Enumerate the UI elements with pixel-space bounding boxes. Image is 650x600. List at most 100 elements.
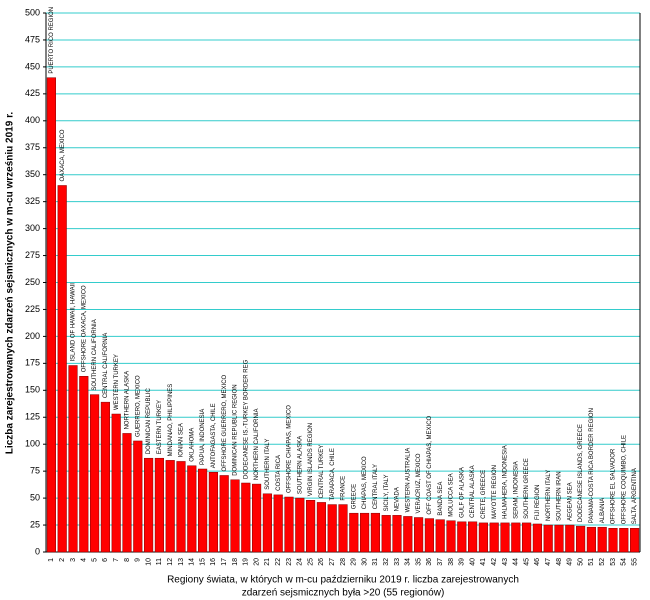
region-label: BANDA SEA [438,482,444,516]
bar [284,496,294,553]
region-label: ALBANIA [600,498,606,523]
region-label: VERACRUZ, MEXICO [416,453,422,513]
bar [360,512,370,553]
region-label: IONIAN SEA [179,423,185,457]
bar [370,512,380,553]
region-label: AEGEAN SEA [567,482,573,521]
x-tick-label: 55 [631,558,638,566]
y-tick-label: 225 [25,304,40,314]
y-tick-label: 325 [25,196,40,206]
x-tick-label: 19 [243,558,250,566]
x-tick-label: 35 [415,558,422,566]
x-tick-label: 48 [556,558,563,566]
region-label: OFFSHORE GUERRERO, MEXICO [222,374,228,471]
region-label: SALTA, ARGENTINA [632,468,638,524]
region-label: NORTHERN ITALY [546,470,552,521]
bar [68,365,78,553]
bar [176,461,186,553]
bar [219,475,229,553]
bar [316,502,326,553]
x-tick-label: 14 [189,558,196,566]
bar [543,524,553,553]
bar [630,528,640,553]
bar [586,526,596,553]
y-tick-label: 425 [25,88,40,98]
region-label: GUERRERO, MEXICO [135,375,141,437]
region-label: ANTOFAGASTA, CHILE [211,403,217,468]
x-tick-label: 31 [372,558,379,566]
bar [111,413,121,553]
region-label: NORTHERN ALASKA [125,371,131,430]
x-tick-label: 5 [91,558,98,562]
x-tick-label: 21 [264,558,271,566]
x-tick-label: 11 [156,558,163,565]
bar [478,522,488,553]
region-label: DOMINICAN REPUBLIC REGION [233,384,239,475]
y-tick-label: 150 [25,385,40,395]
x-tick-label: 6 [102,558,109,562]
y-tick-label: 450 [25,61,40,71]
y-tick-label: 250 [25,277,40,287]
bar [435,519,445,553]
region-label: OFFSHORE OAXACA, MEXICO [81,285,87,372]
bar [489,522,499,553]
region-label: OAXACA, MEXICO [60,129,66,181]
y-tick-label: 400 [25,115,40,125]
x-tick-label: 47 [545,558,552,566]
region-label: CENTRAL TURKEY [319,445,325,499]
region-label: DOMINICAN REPUBLIC [146,388,152,455]
x-tick-label: 44 [513,558,520,566]
region-label: SOUTHERN CALIFORNIA [92,319,98,390]
region-label: MAYOTTE REGION [492,465,498,519]
x-tick-label: 29 [351,558,358,566]
y-tick-label: 350 [25,169,40,179]
x-tick-label: 33 [394,558,401,566]
region-label: SOUTHERN ALASKA [297,436,303,494]
y-tick-label: 75 [30,466,40,476]
x-tick-label: 8 [124,558,131,562]
region-label: CENTRAL ITALY [373,464,379,509]
region-label: SICILY, ITALY [384,474,390,511]
x-tick-label: 41 [480,558,487,566]
y-tick-label: 500 [25,7,40,17]
x-tick-label: 34 [405,558,412,566]
y-tick-label: 125 [25,412,40,422]
region-label: EASTERN TURKEY [157,400,163,454]
x-tick-label: 22 [275,558,282,566]
x-tick-label: 25 [307,558,314,566]
x-tick-label: 28 [340,558,347,566]
x-tick-label: 16 [210,558,217,566]
region-label: PAPUA, INDONESIA [200,409,206,465]
region-label: GULF OF ALASKA [459,467,465,518]
x-tick-label: 32 [383,558,390,566]
region-label: MOLUCCA SEA [449,473,455,516]
bar [273,494,283,553]
x-tick-label: 23 [286,558,293,566]
bar [133,440,143,553]
region-label: FRANCE [341,476,347,501]
bar [295,497,305,553]
bar [100,401,110,553]
bar [208,471,218,553]
bar [252,483,262,553]
x-tick-label: 24 [297,558,304,566]
bar [165,460,175,553]
y-tick-label: 475 [25,34,40,44]
y-tick-label: 100 [25,439,40,449]
region-label: FIJI REGION [535,485,541,520]
x-tick-label: 9 [135,558,142,562]
x-tick-label: 54 [621,558,628,566]
region-label: CENTRAL CALIFORNIA [103,333,109,398]
bar [154,457,164,553]
region-label: DODECANESE IS.-TURKEY BORDER REG [243,359,249,479]
x-tick-label: 2 [59,558,66,562]
bar [532,523,542,553]
bar [90,394,100,553]
region-label: NORTHERN CALIFORNIA [254,409,260,481]
bar [327,504,337,553]
region-label: MINDANAO, PHILIPPINES [168,384,174,457]
region-label: CHIAPAS, MEXICO [362,456,368,509]
region-label: PANAMA-COSTA RICA BORDER REGION [589,408,595,523]
x-tick-label: 17 [221,558,228,566]
